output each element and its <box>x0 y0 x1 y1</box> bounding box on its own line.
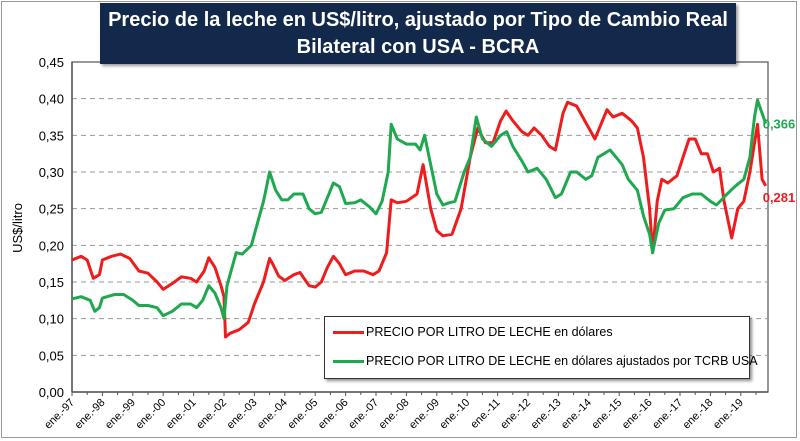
y-tick-label: 0,15 <box>39 275 64 290</box>
chart-title-line-1: Precio de la leche en US$/litro, ajustad… <box>108 9 728 31</box>
x-tick-label: ene.-05 <box>285 397 320 432</box>
x-tick-label: ene.-12 <box>498 397 533 432</box>
y-tick-label: 0,40 <box>39 92 64 107</box>
legend-item-adjusted: PRECIO POR LITRO DE LECHE en dólares aju… <box>333 354 758 368</box>
y-tick-label: 0,10 <box>39 312 64 327</box>
x-tick-label: ene.-98 <box>73 397 108 432</box>
x-tick-label: ene.-09 <box>407 397 442 432</box>
axes <box>71 62 768 396</box>
end-value-label: 0,281 <box>763 190 796 205</box>
x-tick-label: ene.-18 <box>681 397 716 432</box>
x-tick-label: ene.-13 <box>529 397 564 432</box>
x-tick-label: ene.-11 <box>468 397 502 431</box>
legend-label: PRECIO POR LITRO DE LECHE en dólares <box>366 325 613 339</box>
series-lines <box>71 98 768 339</box>
x-tick-label: ene.-02 <box>194 397 229 432</box>
y-tick-label: 0,00 <box>39 385 64 400</box>
legend-swatch-red <box>333 330 364 334</box>
x-tick-label: ene.-00 <box>133 397 168 432</box>
x-tick-label: ene.-08 <box>377 397 412 432</box>
legend: PRECIO POR LITRO DE LECHE en dólares PRE… <box>324 316 758 379</box>
x-tick-label: ene.-14 <box>559 397 594 432</box>
legend-label: PRECIO POR LITRO DE LECHE en dólares aju… <box>366 354 758 368</box>
chart-title: Precio de la leche en US$/litro, ajustad… <box>100 3 736 64</box>
x-tick-label: ene.-99 <box>103 397 138 432</box>
end-value-label: 0,366 <box>763 117 796 132</box>
y-tick-label: 0,35 <box>39 128 64 143</box>
x-tick-label: ene.-04 <box>255 397 290 432</box>
y-tick-label: 0,30 <box>39 165 64 180</box>
x-tick-label: ene.-15 <box>589 397 624 432</box>
y-tick-label: 0,05 <box>39 348 64 363</box>
x-tick-label: ene.-06 <box>316 397 351 432</box>
x-tick-label: ene.-10 <box>437 397 472 432</box>
x-tick-label: ene.-97 <box>42 397 77 432</box>
y-tick-label: 0,25 <box>39 202 64 217</box>
x-tick-label: ene.-03 <box>225 397 260 432</box>
series-line-adjusted <box>71 98 768 321</box>
x-tick-label: ene.-16 <box>620 397 655 432</box>
y-tick-label: 0,45 <box>39 55 64 70</box>
x-tick-label: ene.-07 <box>346 397 381 432</box>
chart-title-line-2: Bilateral con USA - BCRA <box>296 36 540 58</box>
x-tick-label: ene.-17 <box>650 397 685 432</box>
legend-swatch-green <box>333 359 364 363</box>
legend-item-usd: PRECIO POR LITRO DE LECHE en dólares <box>333 325 613 339</box>
y-axis-label: US$/litro <box>10 203 25 253</box>
x-tick-label: ene.-01 <box>164 397 199 432</box>
x-tick-label: ene.-19 <box>711 397 746 432</box>
y-tick-label: 0,20 <box>39 238 64 253</box>
series-line-usd <box>71 100 768 339</box>
